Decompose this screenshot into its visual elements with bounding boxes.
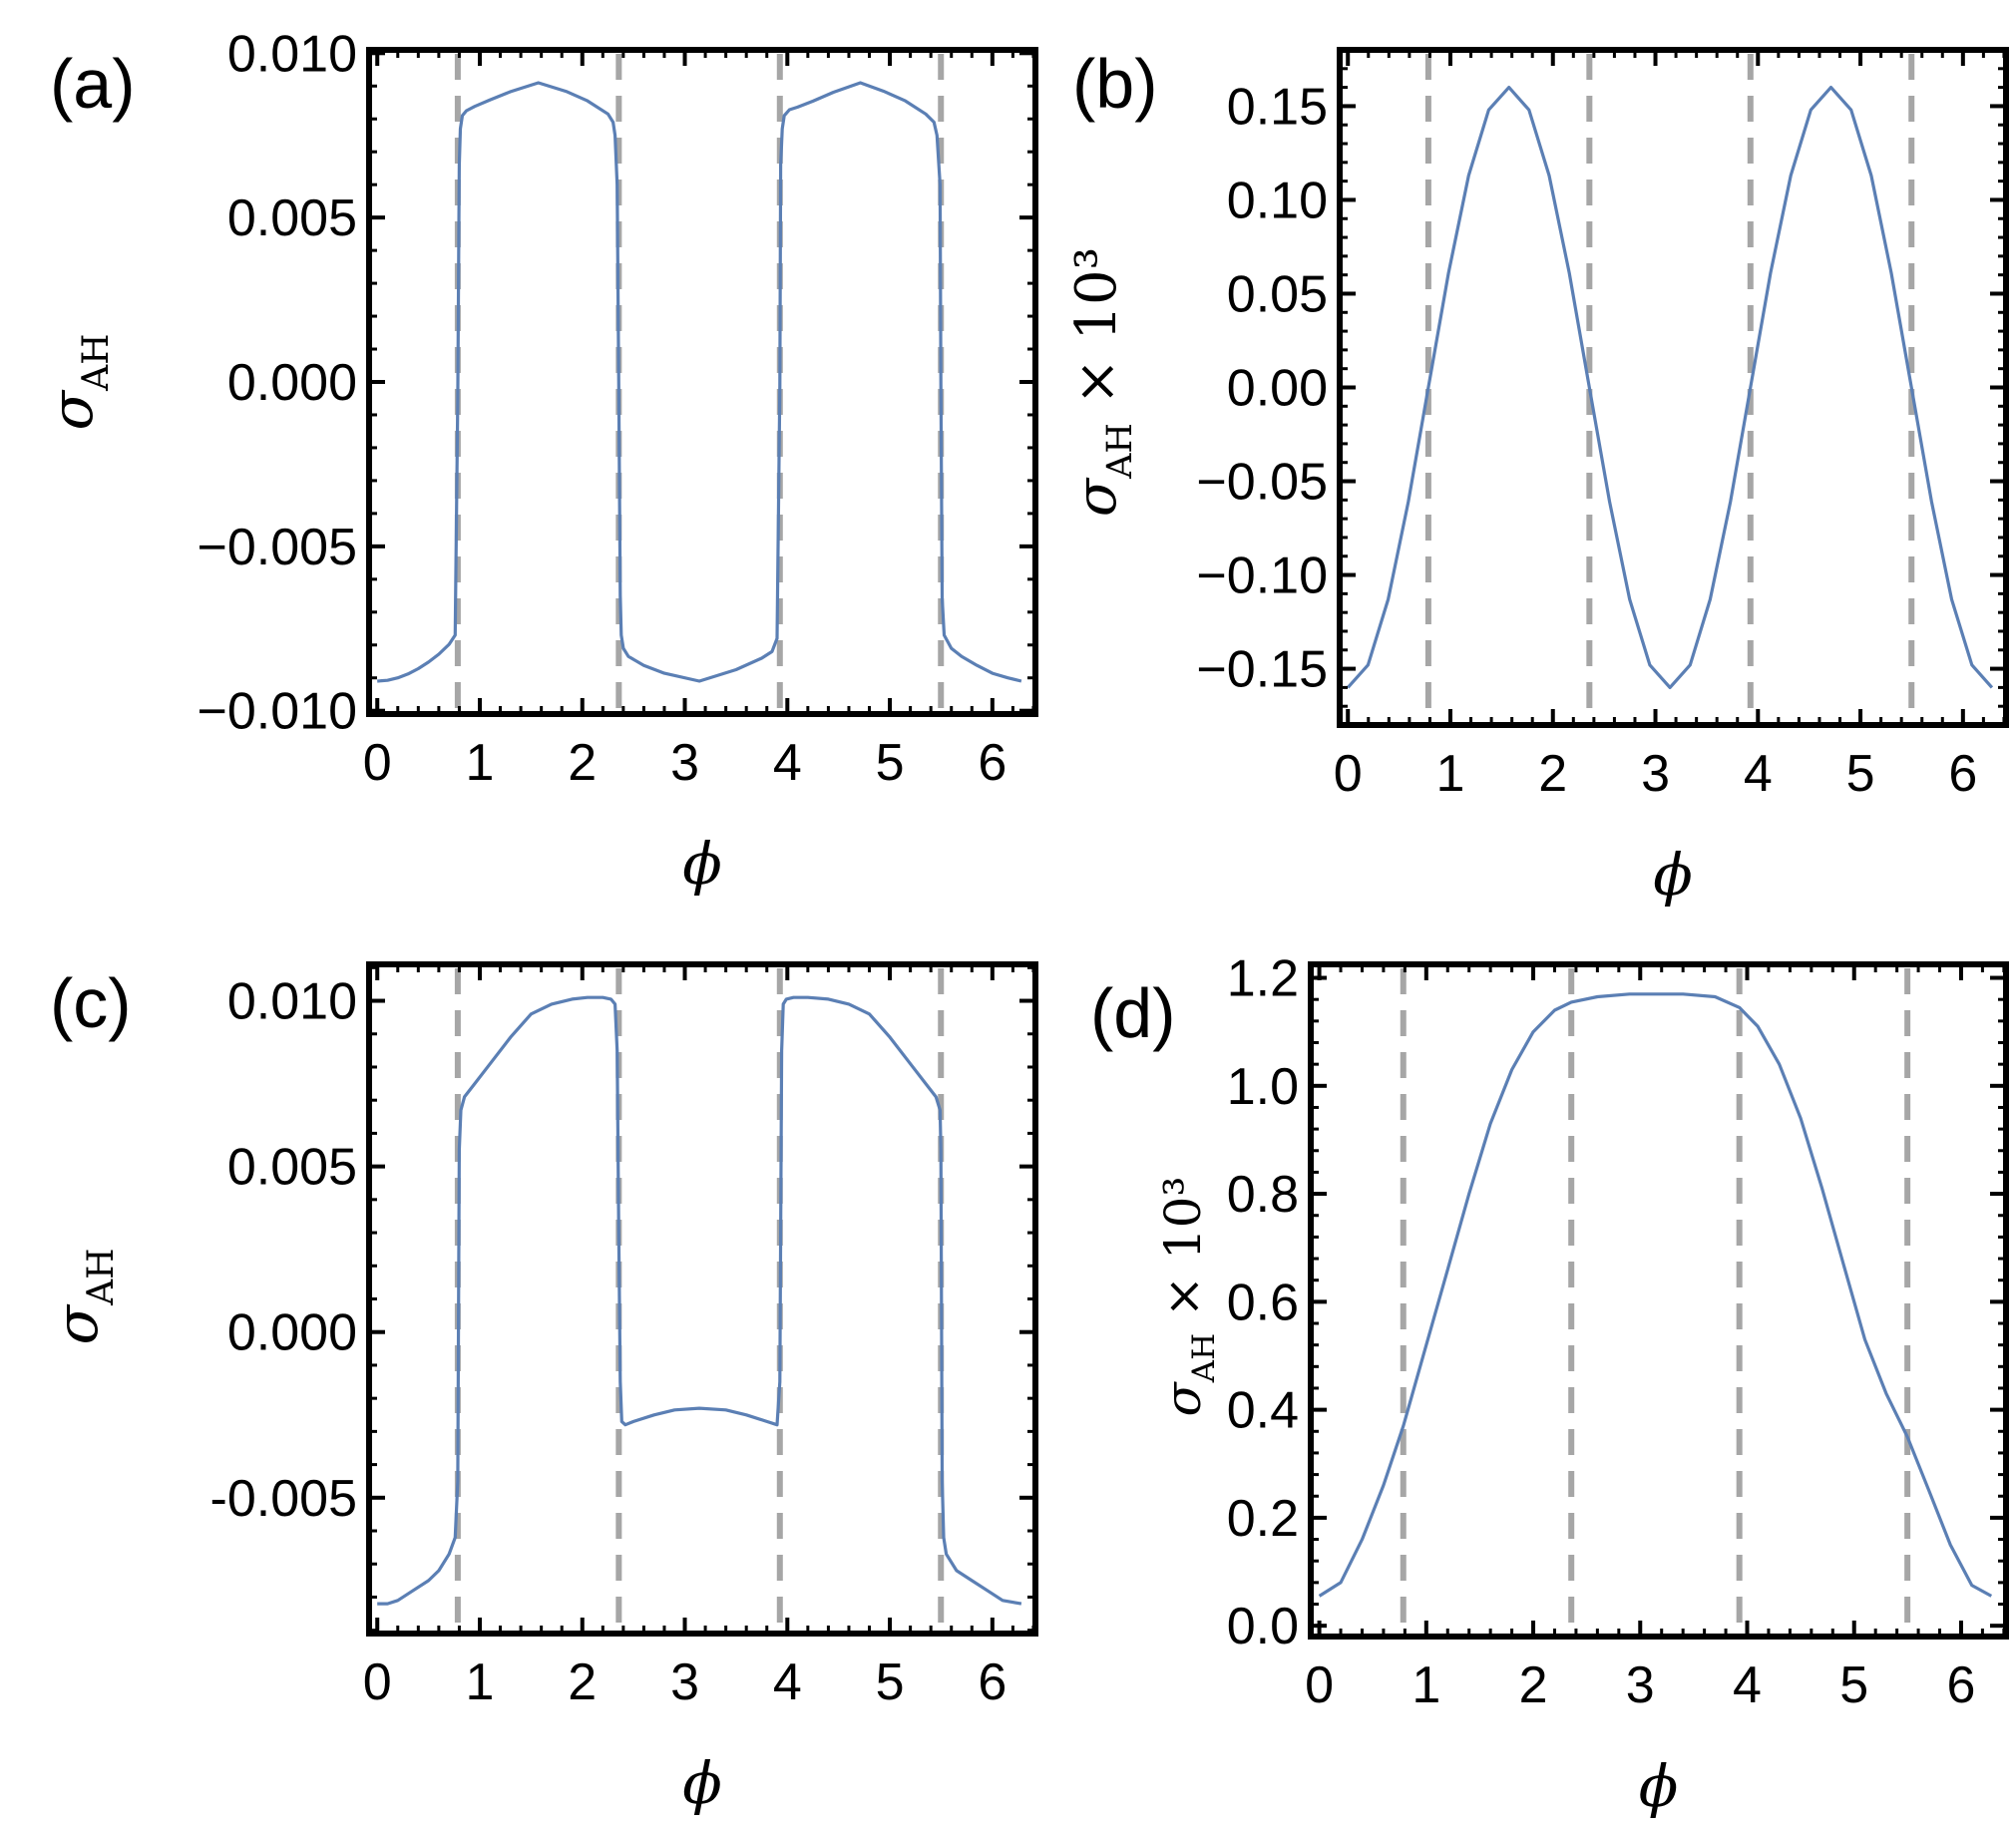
plot-frame	[366, 961, 1038, 1637]
y-tick-label: −0.10	[1196, 548, 1328, 605]
x-tick-label: 0	[1334, 745, 1363, 803]
x-tick-label: 3	[1626, 1656, 1655, 1714]
x-tick-label: 4	[1744, 745, 1773, 803]
panel-3: 0 1 2 3 4 5 6 0.0 0.2 0.4 0.6 0.8 1.0 1.2 (d) ϕ σAH × 10…	[1090, 950, 2009, 1820]
y-tick-label: 0.2	[1227, 1490, 1299, 1548]
panel-label: (a)	[50, 45, 136, 123]
data-curve	[377, 995, 1022, 1606]
x-tick-label: 6	[978, 734, 1007, 792]
x-tick-label: 1	[1411, 1656, 1440, 1714]
y-axis-label: σAH	[38, 334, 117, 431]
x-tick-label: 6	[1947, 1656, 1976, 1714]
x-tick-label: 6	[1948, 745, 1977, 803]
x-tick-label: 5	[876, 734, 905, 792]
y-tick-label: -0.005	[210, 1470, 357, 1528]
y-tick-label: 0.010	[227, 25, 357, 83]
panel-label: (c)	[50, 964, 132, 1042]
y-tick-label: 0.005	[227, 189, 357, 247]
x-axis-label: ϕ	[1639, 1752, 1679, 1820]
x-axis-label: ϕ	[1653, 841, 1693, 909]
x-tick-label: 1	[466, 734, 495, 792]
y-tick-label: 0.6	[1227, 1274, 1299, 1331]
y-tick-label: −0.05	[1196, 454, 1328, 512]
y-tick-label: 1.2	[1227, 950, 1299, 1008]
x-tick-label: 3	[670, 1653, 699, 1711]
x-axis-label: ϕ	[682, 830, 722, 898]
x-tick-label: 0	[1305, 1656, 1334, 1714]
y-tick-label: −0.15	[1196, 641, 1328, 699]
panel-label: (d)	[1090, 974, 1176, 1052]
y-tick-label: 0.00	[1227, 360, 1328, 418]
y-tick-label: 0.000	[227, 354, 357, 412]
x-tick-label: 0	[363, 734, 392, 792]
x-tick-label: 2	[1538, 745, 1567, 803]
plot-frame	[366, 47, 1038, 717]
x-tick-label: 4	[1733, 1656, 1762, 1714]
x-tick-label: 5	[876, 1653, 905, 1711]
panel-0: 0 1 2 3 4 5 6 −0.010 −0.005 0.000 0.005 0.010 (a) ϕ σA…	[38, 25, 1038, 898]
x-tick-label: 3	[670, 734, 699, 792]
y-tick-label: 0.10	[1227, 172, 1328, 229]
x-tick-label: 0	[363, 1653, 392, 1711]
panel-1: 0 1 2 3 4 5 6 −0.15 −0.10 −0.05 0.00 0.05 0.10 0.15 (b…	[1064, 45, 2009, 909]
y-tick-label: 0.4	[1227, 1382, 1299, 1440]
plot-frame	[1308, 961, 2009, 1640]
y-axis-label: σAH	[43, 1249, 122, 1345]
data-curve	[1347, 85, 1994, 690]
x-tick-label: 6	[978, 1653, 1007, 1711]
plot-frame	[1337, 47, 2009, 728]
y-tick-label: −0.010	[198, 683, 358, 741]
y-tick-label: 0.000	[227, 1304, 357, 1362]
x-tick-label: 1	[1436, 745, 1465, 803]
y-tick-label: 0.15	[1227, 78, 1328, 136]
data-curve	[1318, 992, 1993, 1598]
x-tick-label: 4	[773, 1653, 802, 1711]
data-curve	[377, 81, 1022, 683]
y-tick-label: −0.005	[198, 519, 358, 576]
x-tick-label: 5	[1846, 745, 1875, 803]
x-tick-label: 3	[1641, 745, 1670, 803]
panel-label: (b)	[1072, 45, 1158, 123]
y-tick-label: 0.8	[1227, 1166, 1299, 1224]
x-axis-label: ϕ	[682, 1749, 722, 1817]
x-tick-label: 2	[568, 734, 597, 792]
panel-2: 0 1 2 3 4 5 6 -0.005 0.000 0.005 0.010 (c) ϕ σAH	[43, 961, 1038, 1817]
y-tick-label: 0.010	[227, 973, 357, 1031]
x-tick-label: 4	[773, 734, 802, 792]
x-tick-label: 2	[568, 1653, 597, 1711]
y-tick-label: 1.0	[1227, 1058, 1299, 1116]
x-tick-label: 2	[1519, 1656, 1548, 1714]
x-tick-label: 1	[466, 1653, 495, 1711]
y-axis-label: σAH × 10³	[1064, 247, 1140, 517]
y-axis-label: σAH × 10³	[1154, 1177, 1222, 1417]
y-tick-label: 0.05	[1227, 265, 1328, 323]
y-tick-label: 0.005	[227, 1139, 357, 1197]
x-tick-label: 5	[1839, 1656, 1868, 1714]
y-tick-label: 0.0	[1227, 1598, 1299, 1655]
